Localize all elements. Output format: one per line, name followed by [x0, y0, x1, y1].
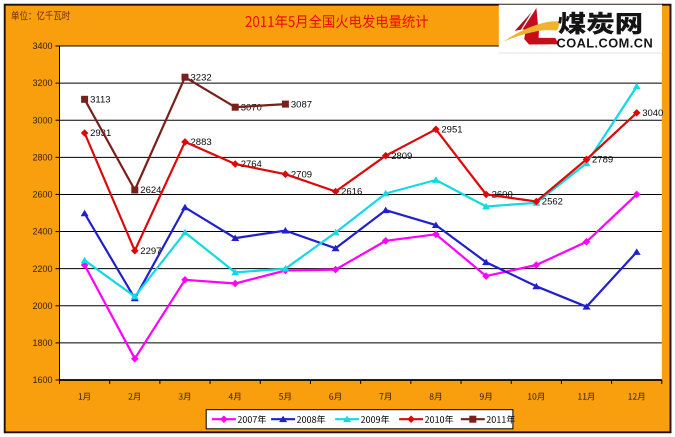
svg-text:2764: 2764 — [241, 159, 262, 170]
svg-text:2400: 2400 — [32, 227, 52, 237]
svg-text:2951: 2951 — [441, 125, 462, 136]
svg-text:2297: 2297 — [140, 246, 161, 257]
svg-text:2709: 2709 — [291, 169, 312, 180]
svg-text:COAL.COM.CN: COAL.COM.CN — [557, 36, 654, 51]
svg-text:2883: 2883 — [191, 137, 212, 148]
svg-text:2789: 2789 — [592, 155, 613, 166]
svg-text:3087: 3087 — [291, 99, 312, 110]
svg-text:2600: 2600 — [492, 190, 513, 201]
svg-text:2800: 2800 — [32, 152, 52, 162]
svg-text:1800: 1800 — [32, 338, 52, 348]
svg-text:3232: 3232 — [191, 72, 212, 83]
svg-text:2931: 2931 — [90, 128, 111, 139]
svg-text:3000: 3000 — [32, 115, 52, 125]
svg-text:3040: 3040 — [642, 108, 663, 119]
svg-text:2600: 2600 — [32, 190, 52, 200]
svg-text:1600: 1600 — [32, 375, 52, 385]
svg-text:2000: 2000 — [32, 301, 52, 311]
svg-text:2624: 2624 — [140, 185, 161, 196]
svg-text:2200: 2200 — [32, 264, 52, 274]
svg-text:3200: 3200 — [32, 78, 52, 88]
svg-text:3113: 3113 — [90, 95, 110, 106]
svg-text:3400: 3400 — [32, 41, 52, 51]
svg-text:2809: 2809 — [391, 151, 412, 162]
svg-text:2562: 2562 — [542, 197, 563, 208]
svg-text:3070: 3070 — [241, 102, 262, 113]
svg-text:2616: 2616 — [341, 187, 362, 198]
